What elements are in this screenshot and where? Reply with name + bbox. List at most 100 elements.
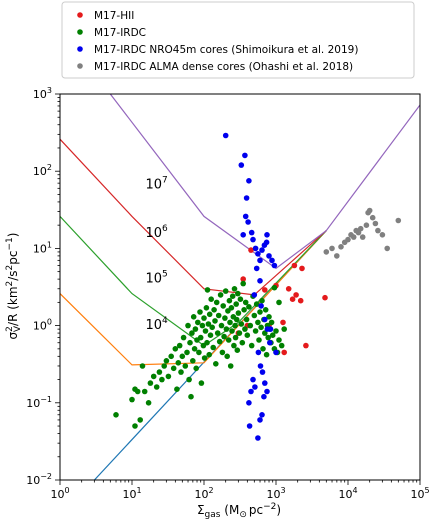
data-point: [257, 309, 263, 315]
data-point: [262, 307, 269, 313]
y-tick-label: 103: [33, 86, 52, 101]
data-point: [163, 358, 170, 364]
data-point: [262, 380, 268, 386]
data-point: [255, 319, 261, 326]
data-point: [174, 386, 180, 393]
curve-label: 106: [146, 224, 169, 241]
data-point: [289, 296, 296, 303]
data-point: [269, 332, 276, 339]
data-point: [250, 376, 256, 383]
data-point: [134, 388, 141, 395]
data-point: [242, 152, 248, 159]
data-point: [276, 337, 282, 343]
data-point: [244, 332, 251, 339]
data-point: [161, 363, 167, 369]
data-point: [222, 315, 228, 321]
data-point: [395, 217, 402, 224]
legend-entry: M17-HII: [77, 10, 134, 22]
data-point: [247, 322, 254, 329]
data-point: [248, 342, 255, 349]
model-lines: [60, 94, 420, 480]
data-point: [204, 339, 210, 346]
data-point: [251, 312, 258, 319]
data-point: [233, 316, 240, 323]
data-point: [345, 236, 351, 243]
data-point: [384, 245, 391, 252]
data-point: [222, 288, 229, 294]
data-point: [217, 292, 224, 298]
data-point: [141, 388, 148, 395]
data-point: [264, 232, 270, 238]
data-point: [201, 315, 207, 321]
data-point: [231, 286, 238, 292]
y-tick-label: 10−1: [26, 395, 52, 410]
data-point: [239, 339, 246, 346]
legend-marker: [77, 29, 83, 35]
legend-entry: M17-IRDC ALMA dense cores (Ohashi et al.…: [77, 61, 353, 73]
data-point: [366, 207, 373, 214]
x-axis-label: Σgas (M⊙ pc−2): [197, 502, 281, 520]
data-point: [359, 234, 366, 240]
data-point: [175, 360, 182, 366]
data-point: [375, 227, 381, 234]
data-point: [322, 294, 328, 301]
data-point: [176, 342, 183, 349]
data-point: [251, 292, 258, 298]
data-point: [139, 363, 146, 369]
data-point: [297, 297, 304, 304]
data-point: [240, 276, 246, 282]
data-point: [204, 287, 211, 293]
data-point: [234, 347, 241, 354]
curve-label: 104: [146, 316, 169, 333]
data-point: [189, 330, 195, 336]
data-point: [257, 278, 263, 284]
data-point: [191, 346, 198, 352]
data-point: [263, 351, 270, 358]
legend-label: M17-HII: [94, 10, 134, 22]
data-point: [252, 384, 258, 390]
data-point: [223, 326, 230, 332]
data-point: [261, 393, 267, 400]
data-point: [363, 222, 370, 228]
data-point: [203, 305, 210, 311]
data-point: [281, 349, 288, 356]
y-tick-label: 10−2: [26, 472, 52, 487]
legend-frame: [61, 1, 415, 79]
data-point: [235, 290, 241, 297]
data-point: [236, 330, 243, 336]
legend-label: M17-IRDC: [94, 27, 146, 39]
data-point: [213, 299, 220, 306]
data-point: [245, 219, 251, 225]
data-point: [137, 417, 143, 423]
data-point: [179, 353, 186, 360]
data-point: [267, 339, 273, 346]
plot-frame: [59, 93, 421, 481]
data-point: [265, 334, 272, 341]
data-point: [232, 322, 238, 329]
data-point: [227, 363, 234, 369]
data-point: [293, 292, 299, 298]
data-point: [242, 326, 248, 332]
data-point: [153, 384, 160, 390]
legend-label: M17-IRDC ALMA dense cores (Ohashi et al.…: [94, 61, 353, 73]
data-point: [226, 297, 233, 304]
data-point: [266, 314, 272, 320]
data-point: [262, 330, 268, 336]
data-point: [147, 380, 154, 386]
data-point: [271, 262, 278, 269]
data-point: [205, 321, 212, 327]
data-point: [199, 322, 206, 329]
data-point: [281, 326, 288, 332]
data-point: [273, 349, 279, 356]
data-point: [240, 232, 246, 238]
data-point: [196, 349, 202, 356]
legend-label: M17-IRDC NRO45m cores (Shimoikura et al.…: [94, 44, 358, 56]
legend: M17-HII M17-IRDC M17-IRDC NRO45m cores (…: [61, 1, 415, 79]
curve-labels: 104 105 106 107: [146, 175, 169, 333]
data-point: [242, 213, 249, 220]
data-point: [168, 353, 174, 360]
x-tick-label: 105: [410, 486, 429, 501]
x-tick-label: 103: [266, 486, 285, 501]
data-point: [208, 296, 214, 303]
